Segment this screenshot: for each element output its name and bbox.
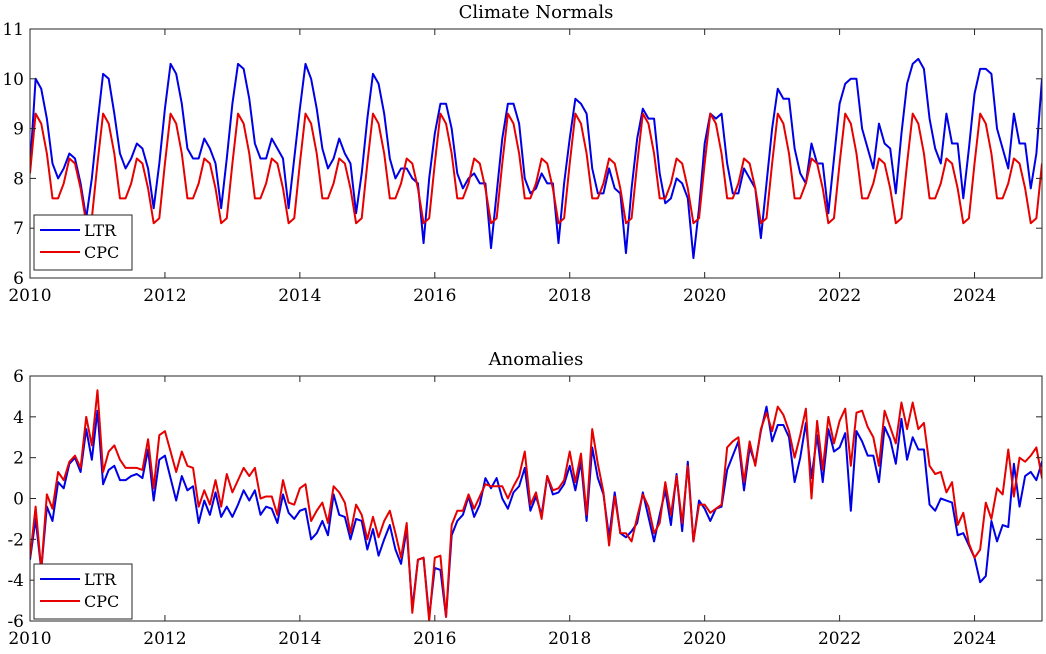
x-tick-label: 2018 xyxy=(548,286,591,306)
y-tick-label: 0 xyxy=(13,490,24,510)
chart-title: Anomalies xyxy=(488,349,584,370)
x-tick-label: 2020 xyxy=(683,286,726,306)
x-tick-label: 2010 xyxy=(8,629,51,649)
x-tick-label: 2022 xyxy=(818,286,861,306)
axes-box xyxy=(29,28,1043,279)
series-line-ltr xyxy=(30,57,1042,260)
y-tick-label: -4 xyxy=(7,571,24,591)
legend-box xyxy=(33,214,133,271)
x-tick-label: 2012 xyxy=(143,629,186,649)
y-tick-label: 11 xyxy=(2,20,24,40)
y-tick-label: 6 xyxy=(13,269,24,289)
x-tick-label: 2024 xyxy=(953,286,996,306)
x-tick-label: 2024 xyxy=(953,629,996,649)
y-tick-label: 10 xyxy=(2,70,24,90)
y-tick-label: -6 xyxy=(7,612,24,632)
x-tick-label: 2018 xyxy=(548,629,591,649)
x-tick-label: 2014 xyxy=(278,286,321,306)
x-tick-label: 2016 xyxy=(413,286,456,306)
x-tick-label: 2020 xyxy=(683,629,726,649)
legend-label-ltr: LTR xyxy=(84,221,117,240)
legend-label-cpc: CPC xyxy=(84,592,119,611)
y-tick-label: 9 xyxy=(13,120,24,140)
legend-label-cpc: CPC xyxy=(84,243,119,262)
y-tick-label: 2 xyxy=(13,449,24,469)
y-tick-label: -2 xyxy=(7,530,24,550)
x-tick-label: 2014 xyxy=(278,629,321,649)
legend-box xyxy=(33,563,133,620)
legend: LTR CPC xyxy=(33,563,133,620)
y-tick-label: 8 xyxy=(13,169,24,189)
x-tick-label: 2012 xyxy=(143,286,186,306)
x-tick-label: 2022 xyxy=(818,629,861,649)
y-tick-label: 7 xyxy=(13,219,24,239)
y-tick-label: 4 xyxy=(13,408,24,428)
x-tick-label: 2010 xyxy=(8,286,51,306)
chart-0: Climate Normals 2010 2012 2014 2016 2018 2020 2… xyxy=(2,2,1043,306)
series-line-cpc xyxy=(30,112,1042,225)
series-line-cpc xyxy=(30,389,1042,621)
x-tick-label: 2016 xyxy=(413,629,456,649)
chart-title: Climate Normals xyxy=(459,2,614,23)
y-tick-label: 6 xyxy=(13,367,24,387)
legend: LTR CPC xyxy=(33,214,133,271)
legend-label-ltr: LTR xyxy=(84,570,117,589)
